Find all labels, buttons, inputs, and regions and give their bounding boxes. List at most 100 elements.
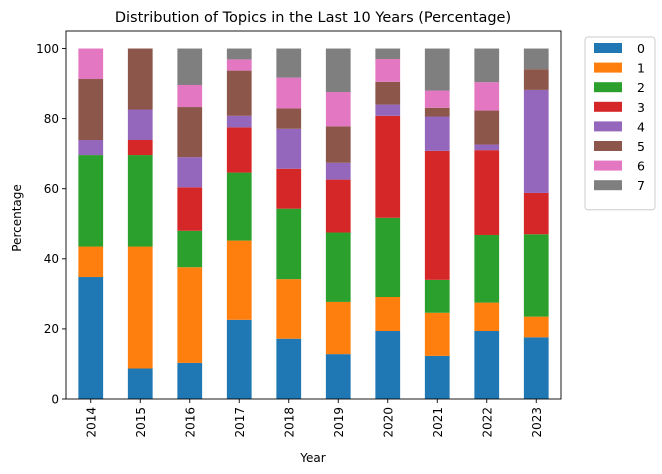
bar-2017-topic-6	[226, 59, 252, 71]
bar-2022-topic-1	[474, 302, 500, 332]
legend-swatch-topic-5	[594, 141, 622, 151]
bar-2022-topic-4	[474, 144, 500, 151]
bar-2022-topic-2	[474, 234, 500, 303]
bar-2023-topic-4	[523, 89, 549, 193]
x-tick-label: 2019	[332, 407, 346, 438]
bar-2015-topic-0	[127, 368, 153, 399]
bar-2017-topic-5	[226, 70, 252, 116]
plot-area-frame	[65, 30, 562, 400]
legend-swatch-topic-7	[594, 180, 622, 191]
bar-2019-topic-1	[325, 301, 351, 355]
x-tick-label: 2023	[530, 407, 544, 438]
legend: 0 1 2 3 4 5 6 7	[584, 36, 656, 211]
bar-2015-topic-1	[127, 246, 153, 369]
bar-2019-topic-3	[325, 179, 351, 233]
bars-group	[78, 48, 549, 399]
legend-swatch-topic-4	[594, 121, 622, 132]
bar-2019-topic-2	[325, 232, 351, 302]
bar-2016-topic-1	[177, 267, 203, 363]
bar-2015-topic-4	[127, 109, 153, 140]
bar-2021-topic-4	[424, 116, 450, 151]
bar-2019-topic-6	[325, 91, 351, 127]
bar-2014-topic-6	[78, 48, 104, 80]
legend-swatch-topic-2	[594, 82, 622, 93]
bar-2023-topic-1	[523, 316, 549, 338]
legend-label-topic-0: 0	[637, 41, 645, 56]
x-axis-label: Year	[299, 451, 325, 465]
bar-2018-topic-4	[276, 128, 302, 169]
bar-2018-topic-2	[276, 208, 302, 280]
legend-label-topic-1: 1	[637, 61, 645, 76]
bar-2021-topic-2	[424, 279, 450, 313]
bar-2016-topic-6	[177, 84, 203, 108]
legend-label-topic-3: 3	[637, 100, 645, 115]
legend-label-topic-2: 2	[637, 80, 645, 95]
legend-label-topic-5: 5	[637, 139, 645, 154]
bar-2014-topic-1	[78, 246, 104, 278]
x-tick-label: 2022	[480, 407, 494, 438]
x-tick-label: 2017	[233, 407, 247, 438]
y-axis-label: Percentage	[10, 184, 24, 252]
bar-2023-topic-0	[523, 337, 549, 399]
bar-2016-topic-2	[177, 230, 203, 268]
bar-2016-topic-5	[177, 107, 203, 158]
bar-2021-topic-5	[424, 107, 450, 117]
bar-2023-topic-2	[523, 234, 549, 317]
bar-2021-topic-3	[424, 150, 450, 280]
bar-2014-topic-2	[78, 155, 104, 247]
bar-2022-topic-0	[474, 331, 500, 399]
bar-2018-topic-5	[276, 108, 302, 129]
bar-2023-topic-3	[523, 192, 549, 235]
x-axis: 2014 2015 2016 2017 2018 2019 2020 2021 2022 2023	[84, 399, 544, 438]
legend-swatch-topic-3	[594, 101, 622, 112]
bar-2021-topic-0	[424, 355, 450, 399]
bar-2021-topic-7	[424, 48, 450, 91]
bar-2017-topic-7	[226, 48, 252, 60]
bar-2016-topic-0	[177, 362, 203, 399]
bar-2020-topic-2	[375, 217, 401, 298]
bar-2017-topic-1	[226, 240, 252, 320]
bar-2023-topic-5	[523, 69, 549, 90]
bar-2019-topic-7	[325, 48, 351, 92]
y-tick-label: 20	[44, 322, 59, 336]
bar-2015-topic-3	[127, 139, 153, 156]
bar-2020-topic-3	[375, 115, 401, 218]
legend-swatch-topic-1	[594, 62, 622, 73]
bar-2020-topic-1	[375, 297, 401, 332]
legend-swatch-topic-0	[594, 43, 622, 53]
y-tick-label: 60	[44, 182, 59, 196]
bar-2019-topic-0	[325, 354, 351, 399]
bar-2020-topic-5	[375, 81, 401, 105]
x-tick-label: 2021	[431, 407, 445, 438]
legend-label-topic-4: 4	[637, 119, 645, 134]
bar-2018-topic-3	[276, 168, 302, 209]
bar-2019-topic-4	[325, 162, 351, 180]
legend-swatch-topic-6	[594, 160, 622, 171]
bar-2020-topic-4	[375, 104, 401, 116]
y-tick-label: 80	[44, 112, 59, 126]
bar-2016-topic-7	[177, 48, 203, 85]
chart-title: Distribution of Topics in the Last 10 Ye…	[115, 10, 511, 26]
bar-2021-topic-6	[424, 90, 450, 108]
bar-2016-topic-3	[177, 187, 203, 231]
x-tick-label: 2016	[183, 407, 197, 438]
x-tick-label: 2020	[381, 407, 395, 438]
y-tick-label: 100	[36, 42, 59, 56]
bar-2021-topic-1	[424, 312, 450, 356]
y-tick-label: 40	[44, 252, 59, 266]
bar-2023-topic-7	[523, 48, 549, 70]
bar-2017-topic-0	[226, 319, 252, 399]
bar-2020-topic-0	[375, 331, 401, 399]
x-tick-label: 2018	[282, 407, 296, 438]
bar-2014-topic-5	[78, 79, 104, 140]
y-axis: 0 20 40 60 80 100	[36, 42, 66, 406]
legend-label-topic-6: 6	[637, 159, 645, 174]
bar-2020-topic-6	[375, 59, 401, 82]
bar-2015-topic-2	[127, 155, 153, 247]
bar-2019-topic-5	[325, 126, 351, 163]
bar-2018-topic-0	[276, 338, 302, 399]
bar-2014-topic-0	[78, 277, 104, 399]
bar-2014-topic-4	[78, 139, 104, 156]
bar-2017-topic-4	[226, 115, 252, 128]
